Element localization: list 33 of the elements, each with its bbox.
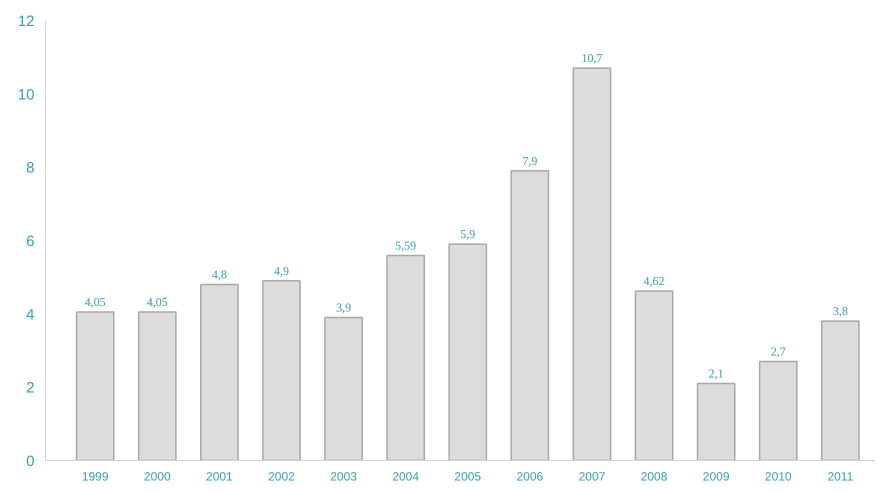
x-tick-label: 2008 (640, 470, 668, 484)
data-label: 10,7 (581, 51, 602, 66)
x-tick-label: 2010 (764, 470, 792, 484)
data-label: 4,05 (146, 295, 168, 309)
data-label: 5,9 (460, 227, 476, 242)
y-tick-label: 12 (18, 13, 35, 30)
x-tick-label: 2009 (702, 470, 730, 484)
x-tick-label: 2007 (578, 470, 606, 484)
data-label: 4,9 (274, 264, 289, 278)
data-label: 2,7 (770, 344, 786, 358)
x-tick-label: 2001 (206, 470, 234, 484)
data-label: 4,8 (212, 268, 227, 282)
x-tick-label: 2006 (516, 470, 544, 484)
x-tick-label: 2011 (827, 470, 854, 484)
y-tick-label: 6 (26, 233, 34, 250)
y-tick-label: 0 (26, 453, 34, 470)
data-label: 4,05 (84, 295, 106, 309)
y-tick-label: 8 (26, 160, 34, 177)
y-tick-label: 2 (26, 380, 34, 397)
data-label: 3,9 (336, 300, 352, 314)
data-label: 3,8 (832, 304, 848, 318)
data-label: 5,59 (395, 238, 416, 253)
x-tick-label: 2002 (268, 470, 296, 484)
x-tick-label: 1999 (82, 470, 109, 484)
x-tick-label: 2005 (454, 470, 482, 484)
y-tick-label: 4 (26, 306, 34, 324)
data-label: 7,9 (522, 154, 538, 168)
data-label: 2,1 (708, 366, 724, 380)
x-tick-label: 2003 (330, 470, 358, 484)
y-tick-label: 10 (18, 86, 35, 104)
x-tick-label: 2004 (392, 470, 420, 484)
x-tick-label: 2000 (144, 470, 171, 484)
data-label: 4,62 (644, 274, 665, 288)
